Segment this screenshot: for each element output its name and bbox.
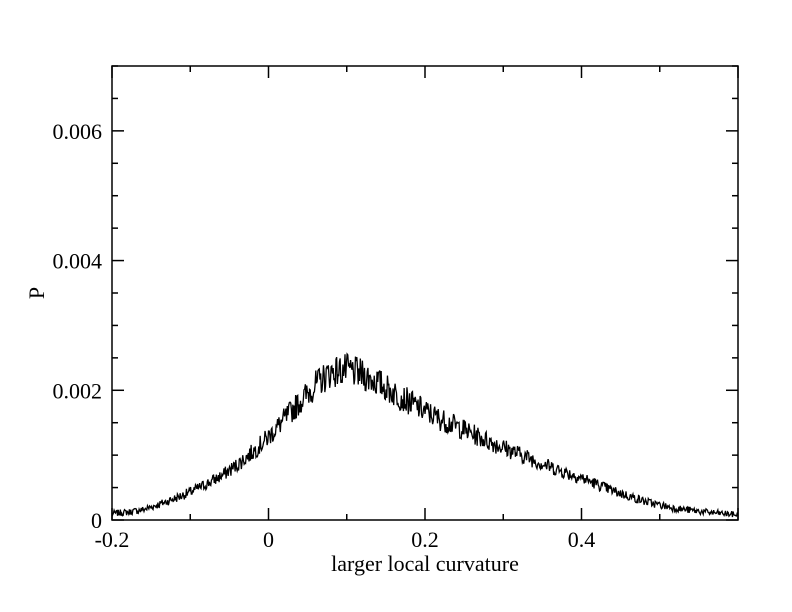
x-tick-label: -0.2 — [95, 527, 130, 552]
y-tick-label: 0.004 — [53, 249, 103, 274]
y-tick-label: 0.002 — [53, 378, 103, 403]
plot-frame — [111, 65, 739, 521]
y-tick-label: 0 — [91, 508, 102, 533]
series-line — [111, 352, 739, 518]
x-tick-label: 0.2 — [411, 527, 439, 552]
y-tick-label: 0.006 — [53, 119, 103, 144]
x-axis-title: larger local curvature — [331, 551, 519, 576]
y-axis-title: P — [24, 287, 49, 299]
x-tick-label: 0.4 — [568, 527, 596, 552]
axis-ticks — [111, 65, 739, 521]
series-group — [111, 352, 739, 518]
x-tick-label: 0 — [263, 527, 274, 552]
